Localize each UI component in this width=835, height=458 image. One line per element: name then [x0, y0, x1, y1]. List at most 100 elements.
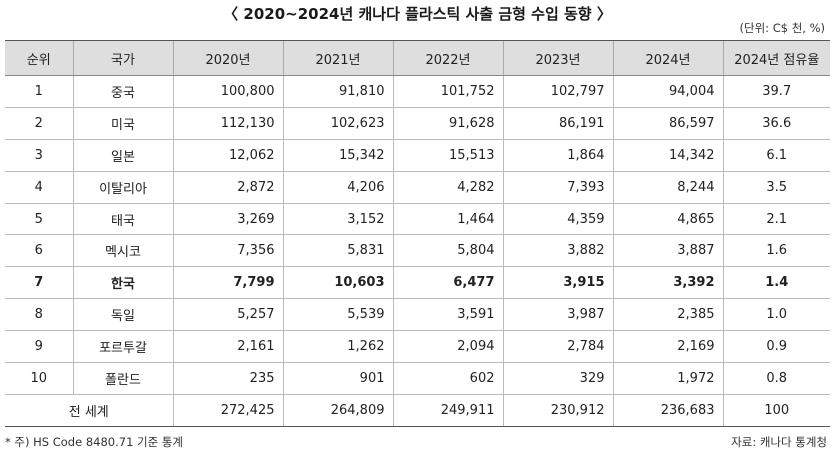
- total-2022: 249,911: [392, 394, 503, 427]
- value-2020: 7,799: [172, 266, 283, 300]
- value-2024: 86,597: [612, 107, 723, 140]
- share-cell: 3.5: [722, 171, 830, 204]
- value-2021: 5,831: [282, 234, 393, 268]
- total-2021: 264,809: [282, 394, 393, 427]
- country-cell: 포르투갈: [72, 330, 173, 364]
- value-2020: 235: [172, 362, 283, 395]
- value-2023: 1,864: [502, 139, 613, 172]
- value-2020: 100,800: [172, 75, 283, 108]
- value-2021: 15,342: [282, 139, 393, 172]
- share-cell: 2.1: [722, 203, 830, 236]
- country-cell: 태국: [72, 203, 173, 236]
- value-2022: 5,804: [392, 234, 503, 268]
- footnote: * 주) HS Code 8480.71 기준 통계: [5, 435, 184, 449]
- rank-cell: 10: [5, 362, 73, 395]
- country-cell: 독일: [72, 298, 173, 332]
- value-2023: 4,359: [502, 203, 613, 236]
- value-2021: 91,810: [282, 75, 393, 108]
- header-country: 국가: [72, 40, 173, 76]
- country-cell: 중국: [72, 75, 173, 108]
- table-title: 〈 2020~2024년 캐나다 플라스틱 사출 금형 수입 동향 〉: [223, 5, 612, 23]
- country-cell: 미국: [72, 107, 173, 140]
- import-table: 순위 국가 2020년 2021년 2022년 2023년 2024년 2024…: [5, 40, 830, 427]
- value-2024: 2,385: [612, 298, 723, 332]
- country-cell: 멕시코: [72, 234, 173, 268]
- total-label: 전 세계: [5, 394, 173, 427]
- value-2024: 2,169: [612, 330, 723, 364]
- value-2022: 15,513: [392, 139, 503, 172]
- table-row: 9 포르투갈 2,161 1,262 2,094 2,784 2,169 0.9: [5, 330, 830, 364]
- value-2024: 94,004: [612, 75, 723, 108]
- value-2020: 112,130: [172, 107, 283, 140]
- value-2023: 102,797: [502, 75, 613, 108]
- table-body: 1 중국 100,800 91,810 101,752 102,797 94,004 39.7…: [5, 75, 830, 427]
- header-2022: 2022년: [392, 40, 503, 76]
- value-2021: 10,603: [282, 266, 393, 300]
- country-cell: 한국: [72, 266, 173, 300]
- value-2020: 12,062: [172, 139, 283, 172]
- value-2021: 102,623: [282, 107, 393, 140]
- table-row: 2 미국 112,130 102,623 91,628 86,191 86,597 36.6: [5, 107, 830, 140]
- header-2020: 2020년: [172, 40, 283, 76]
- rank-cell: 7: [5, 266, 73, 300]
- country-cell: 일본: [72, 139, 173, 172]
- total-row: 전 세계 272,425 264,809 249,911 230,912 236…: [5, 394, 830, 427]
- country-cell: 폴란드: [72, 362, 173, 395]
- value-2021: 1,262: [282, 330, 393, 364]
- total-2023: 230,912: [502, 394, 613, 427]
- total-share: 100: [722, 394, 830, 427]
- value-2021: 3,152: [282, 203, 393, 236]
- value-2020: 3,269: [172, 203, 283, 236]
- rank-cell: 5: [5, 203, 73, 236]
- value-2022: 91,628: [392, 107, 503, 140]
- value-2022: 3,591: [392, 298, 503, 332]
- table-row: 3 일본 12,062 15,342 15,513 1,864 14,342 6.1: [5, 139, 830, 172]
- value-2021: 901: [282, 362, 393, 395]
- value-2022: 1,464: [392, 203, 503, 236]
- value-2020: 2,872: [172, 171, 283, 204]
- table-row: 7 한국 7,799 10,603 6,477 3,915 3,392 1.4: [5, 266, 830, 300]
- rank-cell: 9: [5, 330, 73, 364]
- header-share: 2024년 점유율: [722, 40, 830, 76]
- value-2023: 2,784: [502, 330, 613, 364]
- header-rank: 순위: [5, 40, 73, 76]
- table-row: 1 중국 100,800 91,810 101,752 102,797 94,004 39.7: [5, 75, 830, 108]
- value-2022: 101,752: [392, 75, 503, 108]
- share-cell: 39.7: [722, 75, 830, 108]
- table-row: 10 폴란드 235 901 602 329 1,972 0.8: [5, 362, 830, 395]
- table-row: 8 독일 5,257 5,539 3,591 3,987 2,385 1.0: [5, 298, 830, 332]
- share-cell: 0.8: [722, 362, 830, 395]
- share-cell: 1.0: [722, 298, 830, 332]
- value-2021: 4,206: [282, 171, 393, 204]
- header-2023: 2023년: [502, 40, 613, 76]
- share-cell: 1.6: [722, 234, 830, 268]
- share-cell: 36.6: [722, 107, 830, 140]
- value-2024: 14,342: [612, 139, 723, 172]
- value-2021: 5,539: [282, 298, 393, 332]
- total-2024: 236,683: [612, 394, 723, 427]
- value-2022: 602: [392, 362, 503, 395]
- rank-cell: 2: [5, 107, 73, 140]
- value-2022: 4,282: [392, 171, 503, 204]
- value-2020: 7,356: [172, 234, 283, 268]
- value-2023: 7,393: [502, 171, 613, 204]
- value-2024: 8,244: [612, 171, 723, 204]
- table-row: 6 멕시코 7,356 5,831 5,804 3,882 3,887 1.6: [5, 234, 830, 268]
- share-cell: 1.4: [722, 266, 830, 300]
- value-2024: 4,865: [612, 203, 723, 236]
- value-2024: 3,392: [612, 266, 723, 300]
- total-2020: 272,425: [172, 394, 283, 427]
- value-2020: 5,257: [172, 298, 283, 332]
- rank-cell: 6: [5, 234, 73, 268]
- table-row: 4 이탈리아 2,872 4,206 4,282 7,393 8,244 3.5: [5, 171, 830, 204]
- value-2023: 3,987: [502, 298, 613, 332]
- rank-cell: 8: [5, 298, 73, 332]
- header-2021: 2021년: [282, 40, 393, 76]
- header-2024: 2024년: [612, 40, 723, 76]
- value-2023: 3,915: [502, 266, 613, 300]
- value-2024: 1,972: [612, 362, 723, 395]
- value-2024: 3,887: [612, 234, 723, 268]
- value-2022: 6,477: [392, 266, 503, 300]
- value-2022: 2,094: [392, 330, 503, 364]
